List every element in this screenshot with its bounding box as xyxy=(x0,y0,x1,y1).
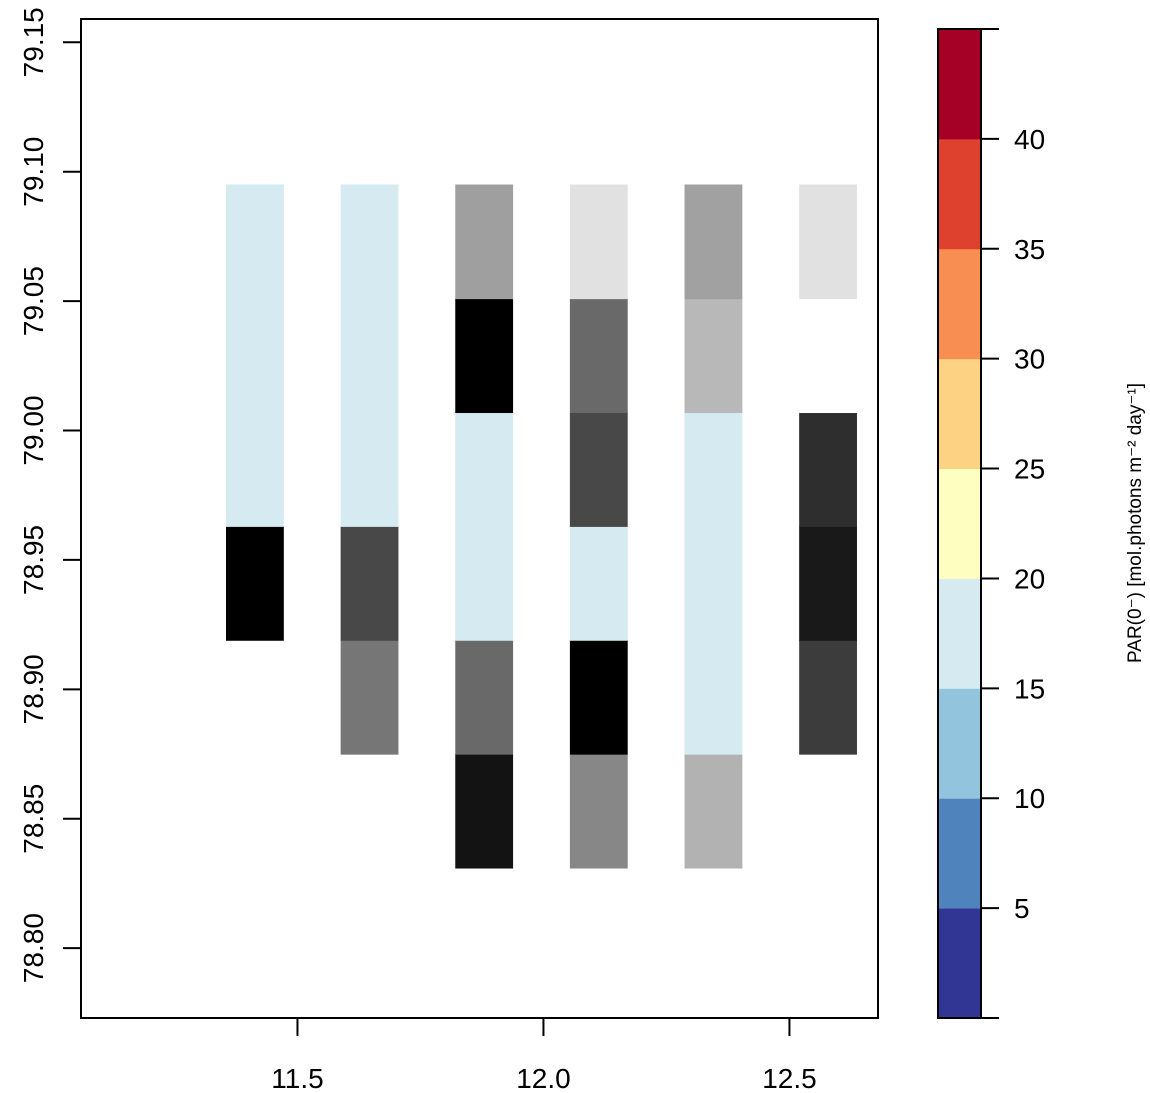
x-tick-label: 12.5 xyxy=(762,1063,817,1093)
heatmap-cell xyxy=(455,412,514,527)
heatmap-cell xyxy=(569,412,628,527)
heatmap-cell xyxy=(569,640,628,755)
y-tick-label: 78.95 xyxy=(18,525,49,595)
heatmap-cell xyxy=(226,184,284,300)
colorbar-tick-label: 30 xyxy=(1014,344,1045,375)
heatmap-cell xyxy=(226,298,284,414)
y-axis: 78.80 78.85 78.90 78.95 79.00 79.05 79.10 79.15 xyxy=(18,7,81,983)
heatmap-cells xyxy=(226,184,857,869)
colorbar-bin xyxy=(938,29,981,140)
colorbar-tick-label: 40 xyxy=(1014,124,1045,155)
heatmap-cell xyxy=(684,184,743,300)
x-tick-label: 12.0 xyxy=(516,1063,571,1093)
heatmap-cell xyxy=(684,526,743,641)
heatmap-cell xyxy=(226,412,284,527)
colorbar-tick-label: 10 xyxy=(1014,783,1045,814)
colorbar-label: PAR(0⁻) [mol.photons m⁻² day⁻¹] xyxy=(1125,383,1146,663)
heatmap-cell xyxy=(455,526,514,641)
colorbar-tick-label: 20 xyxy=(1014,563,1045,594)
heatmap-cell xyxy=(455,753,514,869)
y-tick-label: 79.05 xyxy=(18,266,49,336)
colorbar-tick-label: 5 xyxy=(1014,893,1030,924)
heatmap-cell xyxy=(684,640,743,755)
heatmap-cell xyxy=(569,526,628,641)
heatmap-cell xyxy=(340,526,399,641)
y-tick-label: 78.80 xyxy=(18,913,49,983)
x-axis: 11.5 12.0 12.5 xyxy=(271,1018,817,1093)
colorbar-bin xyxy=(938,578,981,689)
plot-frame xyxy=(80,18,879,1019)
y-tick-label: 78.85 xyxy=(18,784,49,854)
heatmap-cell xyxy=(455,298,514,414)
colorbar-tick-label: 25 xyxy=(1014,454,1045,485)
heatmap-cell xyxy=(340,184,399,300)
y-tick-label: 78.90 xyxy=(18,654,49,724)
heatmap-cell xyxy=(569,298,628,414)
colorbar-bin xyxy=(938,358,981,470)
colorbar-frame xyxy=(937,28,982,1019)
heatmap-cell xyxy=(684,412,743,527)
heatmap-cell xyxy=(799,640,857,755)
colorbar-tick-label: 35 xyxy=(1014,234,1045,265)
y-tick-label: 79.00 xyxy=(18,395,49,465)
heatmap-cell xyxy=(799,184,857,300)
heatmap-cell xyxy=(684,753,743,869)
x-tick-label: 11.5 xyxy=(271,1063,323,1093)
heatmap-cell xyxy=(340,640,399,755)
heatmap-cell xyxy=(340,298,399,414)
colorbar-bin xyxy=(938,248,981,360)
heatmap-cell xyxy=(340,412,399,527)
colorbar-bin xyxy=(938,908,981,1019)
colorbar-bin xyxy=(938,798,981,909)
colorbar-tick-label: 15 xyxy=(1014,673,1045,704)
colorbar: 5 10 15 20 25 30 35 40 xyxy=(937,28,1045,1019)
colorbar-bin xyxy=(938,138,981,250)
heatmap-cell xyxy=(684,298,743,414)
y-tick-label: 79.10 xyxy=(18,137,49,207)
heatmap-cell xyxy=(226,526,284,641)
y-tick-label: 79.15 xyxy=(18,7,49,77)
heatmap-cell xyxy=(799,526,857,641)
heatmap-cell xyxy=(799,298,857,414)
colorbar-bin xyxy=(938,468,981,579)
heatmap-cell xyxy=(569,184,628,300)
heatmap-cell xyxy=(455,184,514,300)
colorbar-bin xyxy=(938,688,981,799)
heatmap-cell xyxy=(799,412,857,527)
heatmap-cell xyxy=(569,753,628,869)
heatmap-cell xyxy=(455,640,514,755)
